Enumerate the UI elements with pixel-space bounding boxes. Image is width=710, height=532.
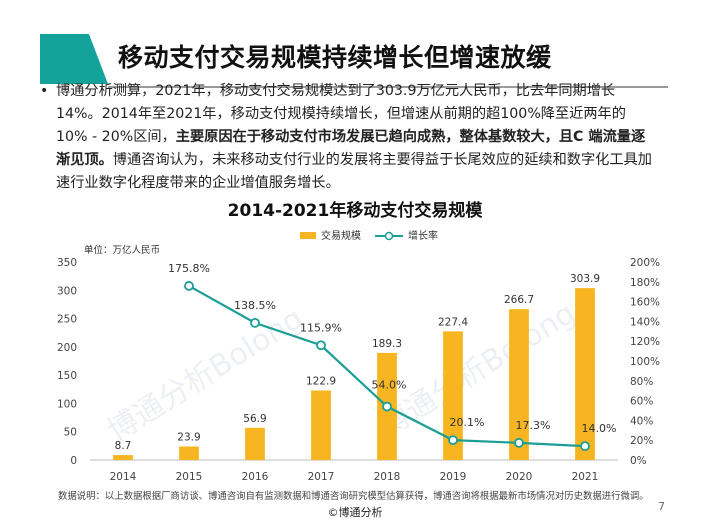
- bar-value-label: 266.7: [504, 294, 534, 306]
- x-tick-label: 2016: [242, 471, 269, 483]
- x-tick-label: 2015: [176, 471, 203, 483]
- page-number: 7: [658, 500, 665, 513]
- growth-point: [448, 435, 458, 446]
- x-tick-label: 2021: [572, 471, 599, 483]
- summary-paragraph: 博通分析测算，2021年，移动支付交易规模达到了303.9万亿元人民币，比去年同…: [56, 80, 656, 195]
- bar-value-label: 122.9: [306, 375, 336, 387]
- y-right-tick-label: 180%: [630, 277, 660, 289]
- growth-point: [514, 437, 524, 448]
- bar: [179, 446, 199, 460]
- x-tick-label: 2019: [440, 471, 467, 483]
- title-divider: [108, 86, 668, 88]
- x-tick-label: 2017: [308, 471, 335, 483]
- legend-bar-swatch: [300, 232, 316, 239]
- y-right-tick-label: 20%: [630, 435, 653, 447]
- y-right-tick-label: 0%: [630, 455, 647, 467]
- y-left-tick-label: 100: [57, 398, 77, 410]
- y-left-tick-label: 300: [57, 285, 77, 297]
- copyright-text: ©博通分析: [327, 506, 383, 519]
- y-right-tick-label: 100%: [630, 356, 660, 368]
- bar-value-label: 56.9: [243, 413, 266, 425]
- y-right-tick-label: 80%: [630, 376, 653, 388]
- growth-value-label: 54.0%: [372, 379, 407, 392]
- x-tick-label: 2018: [374, 471, 401, 483]
- y-left-tick-label: 0: [70, 455, 77, 467]
- x-tick-label: 2014: [110, 471, 137, 483]
- y-right-tick-label: 120%: [630, 336, 660, 348]
- growth-value-label: 138.5%: [234, 299, 276, 312]
- data-footnote: 数据说明：以上数据根据厂商访谈、博通咨询自有监测数据和博通咨询研究模型估算获得，…: [58, 491, 649, 502]
- growth-value-label: 14.0%: [582, 422, 617, 435]
- bar-value-label: 189.3: [372, 338, 402, 350]
- bar-value-label: 227.4: [438, 316, 468, 328]
- y-right-tick-label: 140%: [630, 316, 660, 328]
- bullet-marker: •: [40, 83, 49, 99]
- bar: [575, 288, 595, 460]
- bar-value-label: 8.7: [115, 440, 132, 452]
- y-left-tick-label: 350: [57, 257, 77, 269]
- growth-value-label: 17.3%: [516, 419, 551, 432]
- bar: [113, 455, 133, 460]
- title-band: 移动支付交易规模持续增长但增速放缓: [0, 16, 710, 88]
- bar: [509, 309, 529, 460]
- bar: [443, 331, 463, 460]
- bar: [311, 390, 331, 460]
- y-right-tick-label: 60%: [630, 396, 653, 408]
- y-right-tick-label: 40%: [630, 415, 653, 427]
- y-left-tick-label: 200: [57, 342, 77, 354]
- chart-title: 2014-2021年移动支付交易规模: [227, 201, 483, 221]
- unit-label: 单位：万亿人民币: [84, 244, 160, 256]
- y-left-tick-label: 150: [57, 370, 77, 382]
- page-title: 移动支付交易规模持续增长但增速放缓: [118, 43, 552, 72]
- growth-point: [184, 281, 194, 291]
- summary-bold-text: 主要原因在于移动支付市场发展已趋向成熟，整体基数较大，且C 端流量逐渐见顶。: [56, 129, 646, 168]
- growth-point: [580, 441, 590, 452]
- summary-tail-text: 博通咨询认为，未来移动支付行业的发展将主要得益于长尾效应的延续和数字化工具加速行…: [56, 152, 652, 191]
- y-left-tick-label: 250: [57, 314, 77, 326]
- growth-point: [316, 340, 326, 351]
- legend-line-marker: [384, 231, 394, 241]
- growth-value-label: 115.9%: [300, 321, 342, 334]
- growth-value-label: 20.1%: [450, 416, 485, 429]
- bar: [245, 427, 265, 460]
- y-right-tick-label: 160%: [630, 297, 660, 309]
- growth-point: [250, 317, 260, 328]
- bar-value-label: 23.9: [177, 431, 200, 443]
- y-right-tick-label: 200%: [630, 257, 660, 269]
- y-left-tick-label: 50: [64, 427, 77, 439]
- legend-bar-label: 交易规模: [321, 229, 361, 242]
- growth-point: [382, 401, 392, 412]
- summary-text: 博通分析测算，2021年，移动支付交易规模达到了303.9万亿元人民币，比去年同…: [56, 83, 626, 145]
- x-tick-label: 2020: [506, 471, 533, 483]
- growth-value-label: 175.8%: [168, 262, 210, 275]
- legend-line-label: 增长率: [408, 229, 438, 242]
- bar-value-label: 303.9: [570, 273, 600, 285]
